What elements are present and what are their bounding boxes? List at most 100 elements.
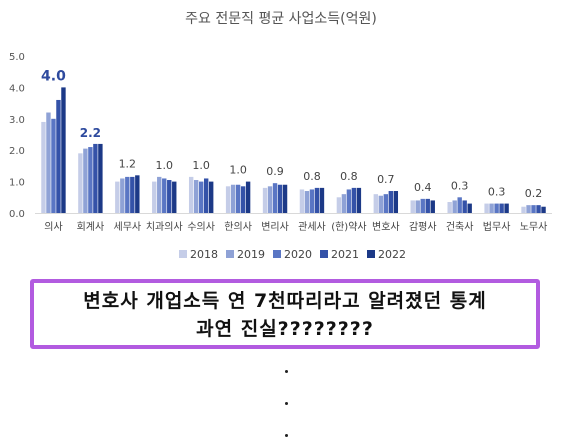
- legend-label: 2022: [378, 248, 406, 261]
- bar: [541, 206, 546, 213]
- caption-line-1: 변호사 개업소득 연 7천따리라고 알려졌던 통계: [83, 290, 487, 312]
- bar: [98, 143, 103, 213]
- bar: [225, 186, 231, 213]
- legend-label: 2018: [190, 248, 218, 261]
- bar: [203, 178, 209, 213]
- y-tick-label: 5.0: [9, 52, 25, 63]
- data-label: 0.8: [303, 170, 321, 183]
- bar: [373, 194, 379, 213]
- data-label: 0.9: [266, 165, 284, 178]
- bar: [172, 181, 177, 213]
- bar: [388, 191, 394, 213]
- bar: [526, 205, 531, 213]
- data-label: 0.3: [451, 179, 469, 192]
- bar: [83, 148, 88, 213]
- x-axis: 의사 회계사 세무사 치과의사 수의사 한의사 변리사 관세사 (한)약사 변호사 감평사 건축사 법무…: [44, 221, 547, 233]
- bar: [494, 203, 499, 213]
- x-tick-label: 수의사: [187, 221, 215, 233]
- bar: [135, 175, 140, 213]
- legend: 2018 2019 2020 2021 2022: [179, 248, 406, 261]
- legend-label: 2021: [331, 248, 359, 261]
- bar: [346, 189, 352, 213]
- bar: [447, 202, 452, 213]
- x-tick-label: 변호사: [372, 221, 400, 233]
- legend-label: 2020: [284, 248, 312, 261]
- chart-title: 주요 전문직 평균 사업소득(억원): [185, 11, 377, 27]
- ellipsis-dot: [285, 402, 288, 405]
- bar: [420, 198, 425, 213]
- bar: [262, 187, 268, 213]
- bar: [267, 186, 273, 213]
- bar: [46, 112, 51, 213]
- bar: [467, 203, 472, 213]
- bar-chart: 주요 전문직 평균 사업소득(억원) 0.0 1.0 2.0 3.0 4.0 5.0 4.…: [9, 11, 552, 261]
- bar: [125, 176, 130, 213]
- x-tick-label: 감평사: [409, 221, 437, 233]
- y-tick-label: 3.0: [9, 115, 25, 126]
- bar: [457, 197, 462, 213]
- caption-line-2: 과연 진실????????: [196, 318, 374, 340]
- y-tick-label: 0.0: [9, 209, 25, 220]
- bar: [93, 143, 98, 213]
- bar: [504, 203, 509, 213]
- bar: [489, 203, 494, 213]
- bar: [157, 176, 162, 213]
- x-tick-label: 한의사: [224, 221, 252, 233]
- bar: [430, 200, 435, 213]
- bar: [208, 181, 214, 213]
- legend-swatch: [320, 250, 328, 258]
- bar: [115, 181, 120, 213]
- bar: [341, 194, 347, 213]
- bar: [410, 200, 415, 213]
- bar: [152, 181, 157, 213]
- bar: [51, 118, 56, 213]
- bar: [531, 205, 536, 213]
- bar: [277, 184, 283, 213]
- x-tick-label: 회계사: [77, 221, 105, 233]
- bar: [167, 180, 172, 213]
- bar: [130, 176, 135, 213]
- y-tick-label: 1.0: [9, 178, 25, 189]
- data-label: 1.2: [119, 157, 137, 170]
- bars: [41, 87, 546, 213]
- bar: [88, 147, 93, 213]
- data-label: 0.4: [414, 181, 432, 194]
- bar: [415, 200, 420, 213]
- data-label: 1.0: [156, 159, 174, 172]
- legend-label: 2019: [237, 248, 265, 261]
- data-label: 0.3: [488, 186, 506, 199]
- bar: [393, 191, 399, 213]
- bar: [240, 186, 246, 213]
- x-tick-label: 관세사: [298, 221, 326, 233]
- x-tick-label: 치과의사: [146, 221, 183, 233]
- data-label: 0.2: [525, 187, 543, 200]
- x-tick-label: 의사: [44, 221, 62, 233]
- bar: [272, 183, 278, 213]
- y-tick-label: 4.0: [9, 83, 25, 94]
- x-tick-label: 변리사: [261, 221, 289, 233]
- legend-swatch: [226, 250, 234, 258]
- bar: [56, 99, 61, 213]
- bar: [536, 205, 541, 213]
- bar: [299, 189, 305, 213]
- bar: [356, 187, 362, 213]
- bar: [314, 187, 320, 213]
- bar: [78, 153, 83, 213]
- bar: [282, 184, 288, 213]
- data-label: 0.7: [377, 173, 395, 186]
- bar: [521, 206, 526, 213]
- legend-swatch: [273, 250, 281, 258]
- data-label: 4.0: [41, 68, 66, 84]
- bar: [499, 203, 504, 213]
- ellipsis-dot: [285, 370, 288, 373]
- y-tick-label: 2.0: [9, 146, 25, 157]
- bar: [378, 195, 384, 213]
- data-labels: 4.0 2.2 1.2 1.0 1.0 1.0 0.9 0.8 0.8 0.7 0.4 0.3 0.3 0…: [41, 68, 542, 200]
- bar: [198, 181, 204, 213]
- bar: [41, 121, 46, 213]
- bar: [245, 181, 251, 213]
- legend-swatch: [179, 250, 187, 258]
- x-tick-label: 노무사: [520, 221, 548, 233]
- bar: [235, 184, 241, 213]
- data-label: 1.0: [192, 159, 210, 172]
